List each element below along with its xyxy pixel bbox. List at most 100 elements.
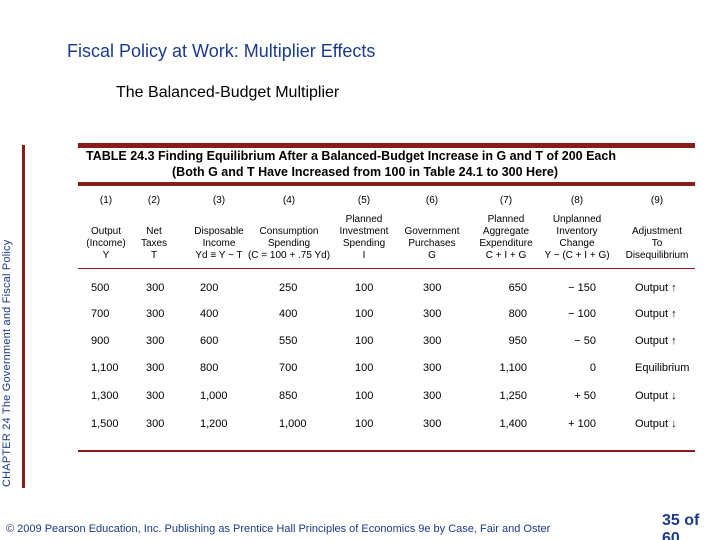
column-header-line: (Income) [86, 238, 126, 249]
column-header-line: Government [404, 226, 460, 237]
table-cell: 650 [508, 282, 527, 294]
table-cell: 1,100 [499, 362, 527, 374]
column-header-line: I [362, 250, 366, 261]
table-title-line-2: (Both G and T Have Increased from 100 in… [172, 165, 559, 179]
column-header-line: (C = 100 + .75 Yd) [247, 250, 331, 261]
table-cell: 300 [146, 418, 165, 430]
column-header-line: Inventory [556, 226, 598, 237]
column-header-line: C + I + G [485, 250, 527, 261]
table-cell: 1,400 [499, 418, 527, 430]
column-header: Net Taxes T [141, 226, 167, 262]
column-header-line: Y − (C + I + G) [544, 250, 610, 261]
column-header-line: Y [102, 250, 110, 261]
column-header: Adjustment To Disequilibrium [626, 226, 689, 262]
table-cell: 300 [423, 390, 442, 402]
column-header-line: Aggregate [482, 226, 530, 237]
column-number: (8) [570, 195, 584, 206]
table-cell: 300 [423, 282, 442, 294]
table-cell: 1,250 [499, 390, 527, 402]
table-cell: 700 [91, 308, 110, 320]
table-cell: 900 [91, 335, 110, 347]
table-cell: 300 [146, 335, 165, 347]
column-number: (7) [499, 195, 513, 206]
column-header: Output (Income) Y [86, 226, 125, 262]
copyright-footer: © 2009 Pearson Education, Inc. Publishin… [6, 523, 551, 535]
column-header-line: Disposable [194, 226, 244, 237]
table-cell: 100 [355, 335, 374, 347]
table-cell: 850 [279, 390, 298, 402]
column-header-line: G [428, 250, 436, 261]
table-cell: 950 [508, 335, 527, 347]
table-cell: − 150 [568, 282, 596, 294]
column-header-line: Spending [342, 238, 386, 249]
column-header-line: T [150, 250, 158, 261]
column-number: (2) [147, 195, 161, 206]
table-cell: 100 [355, 390, 374, 402]
column-header-line: To [651, 238, 663, 249]
column-number: (5) [357, 195, 371, 206]
column-header: Planned Investment Spending I [340, 214, 389, 262]
table-cell: 100 [355, 308, 374, 320]
table-cell: 500 [91, 282, 110, 294]
column-header-line: Disequilibrium [625, 250, 689, 261]
column-header-line: Adjustment [631, 226, 683, 237]
table-cell: 200 [200, 282, 219, 294]
column-header-line: Planned [345, 214, 383, 225]
slide-title: Fiscal Policy at Work: Multiplier Effect… [67, 41, 376, 61]
table-cell: Output ↓ [635, 390, 677, 402]
table-cell: 1,200 [200, 418, 228, 430]
table-cell: 0 [589, 362, 596, 374]
table-cell: 800 [508, 308, 527, 320]
table-cell: 250 [279, 282, 298, 294]
column-header: Planned Aggregate Expenditure C + I + G [479, 214, 532, 262]
table-cell: 100 [355, 418, 374, 430]
table-cell: 400 [279, 308, 298, 320]
column-header-line: Income [202, 238, 236, 249]
table-rule [78, 268, 695, 269]
table-cell: 300 [146, 362, 165, 374]
column-header: Consumption Spending (C = 100 + .75 Yd) [248, 226, 330, 262]
column-number: (4) [282, 195, 296, 206]
column-header: Disposable Income Yd ≡ Y − T [194, 226, 243, 262]
table-cell: − 100 [568, 308, 596, 320]
table-cell: 400 [200, 308, 219, 320]
table-cell: 1,100 [91, 362, 119, 374]
column-header-line: Expenditure [479, 238, 533, 249]
table-rule [78, 450, 695, 452]
table-cell: 800 [200, 362, 219, 374]
column-header-line: Investment [339, 226, 389, 237]
column-number: (9) [650, 195, 664, 206]
slide-subtitle: The Balanced-Budget Multiplier [116, 84, 340, 101]
table-cell: 300 [423, 418, 442, 430]
table-title-line-1: TABLE 24.3 Finding Equilibrium After a B… [86, 149, 616, 163]
table-cell: 100 [355, 362, 374, 374]
table-cell: 300 [146, 390, 165, 402]
table-cell: 300 [423, 335, 442, 347]
chapter-side-label: CHAPTER 24 The Government and Fiscal Pol… [1, 239, 13, 487]
table-cell: Output ↓ [635, 418, 677, 430]
table-title: TABLE 24.3 Finding Equilibrium After a B… [78, 148, 695, 182]
table-cell: 300 [423, 362, 442, 374]
side-divider [22, 145, 25, 488]
table-cell: 1,300 [91, 390, 119, 402]
table-cell: 300 [146, 282, 165, 294]
table-cell: − 50 [574, 335, 596, 347]
table-cell: 550 [279, 335, 298, 347]
column-header-line: Spending [267, 238, 311, 249]
table-cell: 600 [200, 335, 219, 347]
table-cell: 1,000 [200, 390, 228, 402]
table-cell: 300 [146, 308, 165, 320]
table-cell: 300 [423, 308, 442, 320]
column-header-line: Net [146, 226, 162, 237]
column-header-line: Purchases [408, 238, 456, 249]
column-header: Government Purchases G [404, 226, 459, 262]
column-header-line: Output [90, 226, 122, 237]
column-number: (1) [99, 195, 113, 206]
table-cell: 1,500 [91, 418, 119, 430]
table-cell: + 50 [574, 390, 596, 402]
table-cell: Output ↑ [635, 335, 677, 347]
column-header-line: Taxes [140, 238, 168, 249]
column-header-line: Unplanned [552, 214, 602, 225]
page-number: 35 of 60 [662, 512, 700, 540]
column-header-line: Planned [487, 214, 525, 225]
